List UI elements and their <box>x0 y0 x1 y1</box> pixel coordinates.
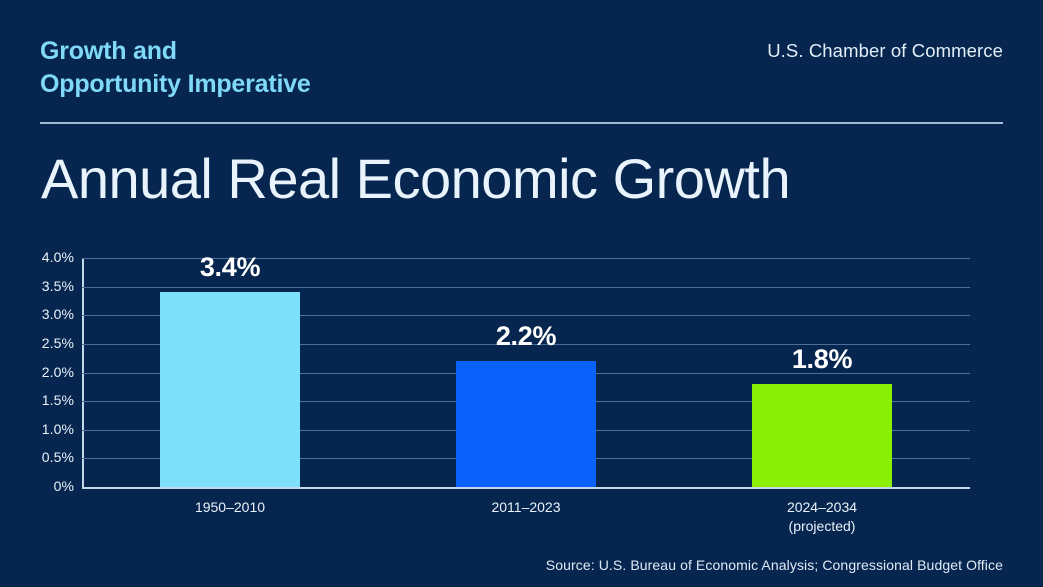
axis-baseline <box>82 487 970 489</box>
bar <box>752 383 892 487</box>
organization-name: U.S. Chamber of Commerce <box>767 40 1003 61</box>
source-note: Source: U.S. Bureau of Economic Analysis… <box>545 557 1003 573</box>
bar <box>456 361 596 487</box>
gridline <box>82 315 970 317</box>
brand-title: Growth and Opportunity Imperative <box>40 37 311 98</box>
y-axis-tick-label: 1.0% <box>41 420 74 437</box>
y-axis-tick-label: 2.5% <box>41 334 74 351</box>
y-axis-tick-label: 0.5% <box>41 449 74 466</box>
x-axis-category-label: 1950–2010 <box>194 499 266 515</box>
gridline <box>82 286 970 288</box>
y-axis-tick-label: 3.0% <box>41 306 74 323</box>
slide-header: Growth and Opportunity Imperative U.S. C… <box>40 30 1003 125</box>
bar-value-label: 3.4% <box>199 252 261 283</box>
page-title: Annual Real Economic Growth <box>41 147 791 210</box>
y-axis-tick-label: 0% <box>53 478 74 494</box>
y-axis-tick-label: 2.0% <box>41 363 74 380</box>
x-axis-category-label: 2011–2023 <box>491 499 561 515</box>
bar-chart-plot-area <box>82 258 970 489</box>
bar <box>160 292 300 487</box>
x-axis-category-label: 2024–2034 (projected) <box>786 499 858 534</box>
y-axis-tick-label: 1.5% <box>41 392 74 409</box>
y-axis-tick-label: 3.5% <box>41 277 74 294</box>
y-axis-tick-label: 4.0% <box>41 249 74 265</box>
bar-value-label: 1.8% <box>791 343 853 374</box>
header-divider <box>40 122 1003 124</box>
y-axis-line <box>82 258 84 489</box>
gridline <box>82 258 970 259</box>
bar-value-label: 2.2% <box>495 321 557 352</box>
gridline <box>82 343 970 345</box>
